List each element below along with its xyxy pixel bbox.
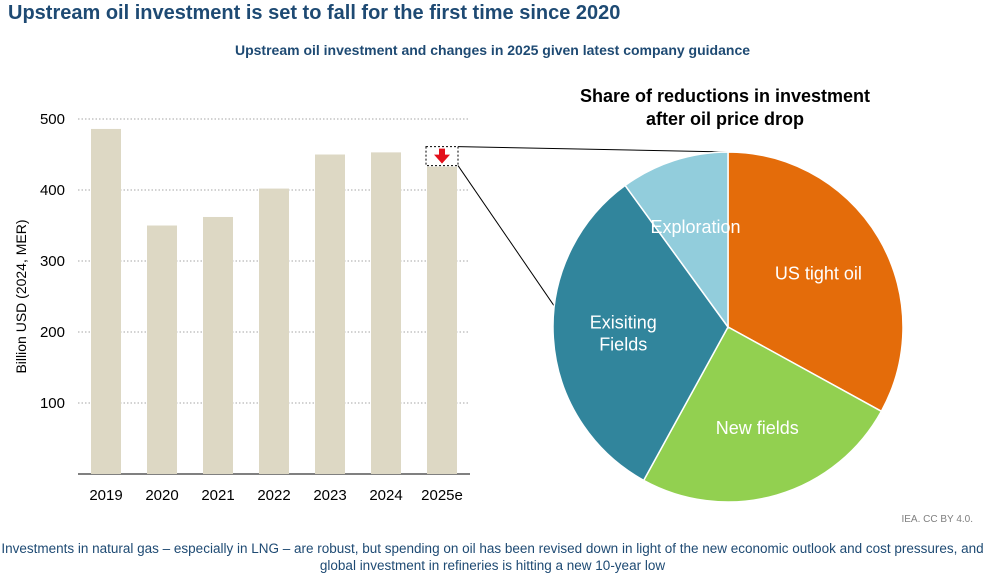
pie-slice [727,151,904,413]
x-tick-label: 2023 [313,487,346,504]
x-tick-label: 2021 [201,487,234,504]
bar-chart: 100 200 300 400 500 Billion USD (2024, MER) 20… [13,111,470,504]
pie-slice-label: Fields [599,335,647,355]
y-tick-label: 200 [40,324,65,341]
x-tick-label: 2022 [257,487,290,504]
chart-subtitle: Upstream oil investment and changes in 2… [234,42,751,58]
pie-slice-label: Exisiting [590,313,657,333]
pie-slice-label: Exploration [651,217,741,237]
y-tick-label: 400 [40,182,65,199]
pie-slice [624,151,729,330]
pie-slice-label: New fields [716,418,799,438]
bar [203,216,233,475]
down-arrow-icon [434,148,450,164]
pie-slice [642,325,883,503]
pie-title-line: after oil price drop [646,109,804,129]
y-tick-label: 300 [40,253,65,270]
pie-slice [552,184,729,482]
y-tick-label: 500 [40,111,65,128]
page-title: Upstream oil investment is set to fall f… [8,2,621,24]
y-axis-label: Billion USD (2024, MER) [13,219,29,373]
bar [427,166,457,474]
x-tick-label: 2025e [421,487,463,504]
zoom-connector-lines [457,146,729,307]
x-tick-label: 2020 [145,487,178,504]
connector-line [457,146,729,153]
annotation-box [425,146,459,167]
bar [315,154,345,474]
x-tick-label: 2024 [369,487,402,504]
y-tick-label: 100 [40,395,65,412]
x-tick-label: 2019 [89,487,122,504]
bar [91,128,121,474]
pie-slice-label: US tight oil [775,264,862,284]
pie-chart: Share of reductions in investment after o… [552,86,904,503]
credit-text: IEA. CC BY 4.0. [901,514,973,525]
pie-title-line: Share of reductions in investment [580,86,870,106]
bar [147,225,177,474]
bar [371,152,401,474]
footer-text: Investments in natural gas – especially … [1,541,984,573]
connector-line [457,165,555,307]
bar [259,188,289,474]
